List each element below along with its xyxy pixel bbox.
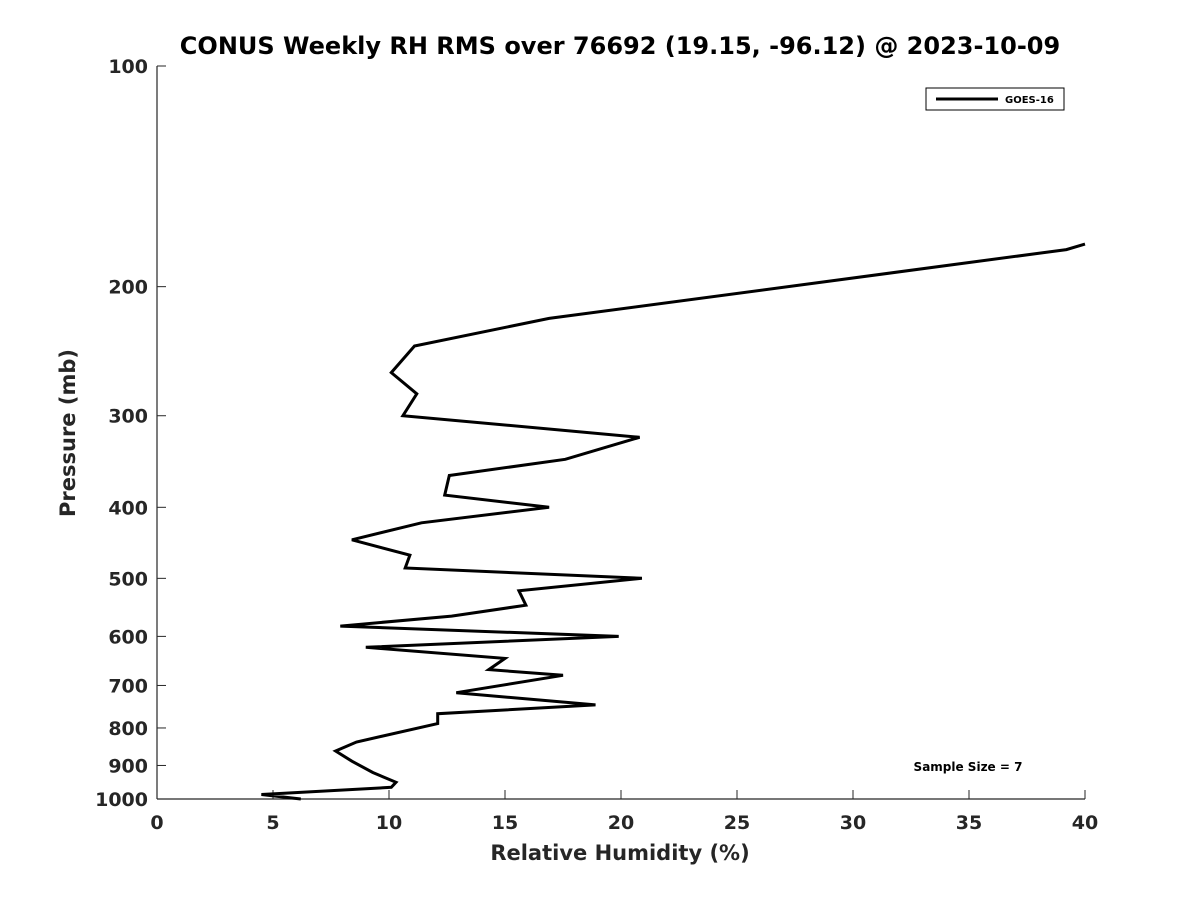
x-tick-label: 15 xyxy=(492,812,518,834)
x-tick-label: 0 xyxy=(150,812,163,834)
legend-label: GOES-16 xyxy=(1005,95,1054,106)
y-tick-label: 300 xyxy=(108,406,148,428)
x-tick-label: 20 xyxy=(608,812,634,834)
x-tick-label: 25 xyxy=(724,812,750,834)
x-axis: 0 5 10 15 20 25 30 35 40 xyxy=(150,790,1098,834)
y-tick-label: 1000 xyxy=(95,789,148,811)
y-tick-label: 400 xyxy=(108,497,148,519)
y-tick-label: 700 xyxy=(108,675,148,697)
x-tick-label: 35 xyxy=(956,812,982,834)
series-line-goes-16 xyxy=(261,242,1086,801)
y-axis-label: Pressure (mb) xyxy=(56,349,80,517)
y-tick-label: 600 xyxy=(108,626,148,648)
series-layer xyxy=(261,242,1086,801)
y-tick-label: 500 xyxy=(108,568,148,590)
sample-size-annotation: Sample Size = 7 xyxy=(914,760,1023,774)
x-axis-label: Relative Humidity (%) xyxy=(490,841,749,865)
x-tick-label: 30 xyxy=(840,812,866,834)
chart-title: CONUS Weekly RH RMS over 76692 (19.15, -… xyxy=(180,32,1060,60)
x-tick-label: 5 xyxy=(266,812,279,834)
x-tick-label: 10 xyxy=(376,812,402,834)
y-tick-label: 800 xyxy=(108,718,148,740)
y-tick-label: 100 xyxy=(108,56,148,78)
y-tick-label: 200 xyxy=(108,277,148,299)
y-tick-label: 900 xyxy=(108,755,148,777)
x-tick-label: 40 xyxy=(1072,812,1098,834)
legend: GOES-16 xyxy=(925,87,1065,111)
y-axis: 100 200 300 400 500 600 700 800 900 1000 xyxy=(95,56,166,811)
